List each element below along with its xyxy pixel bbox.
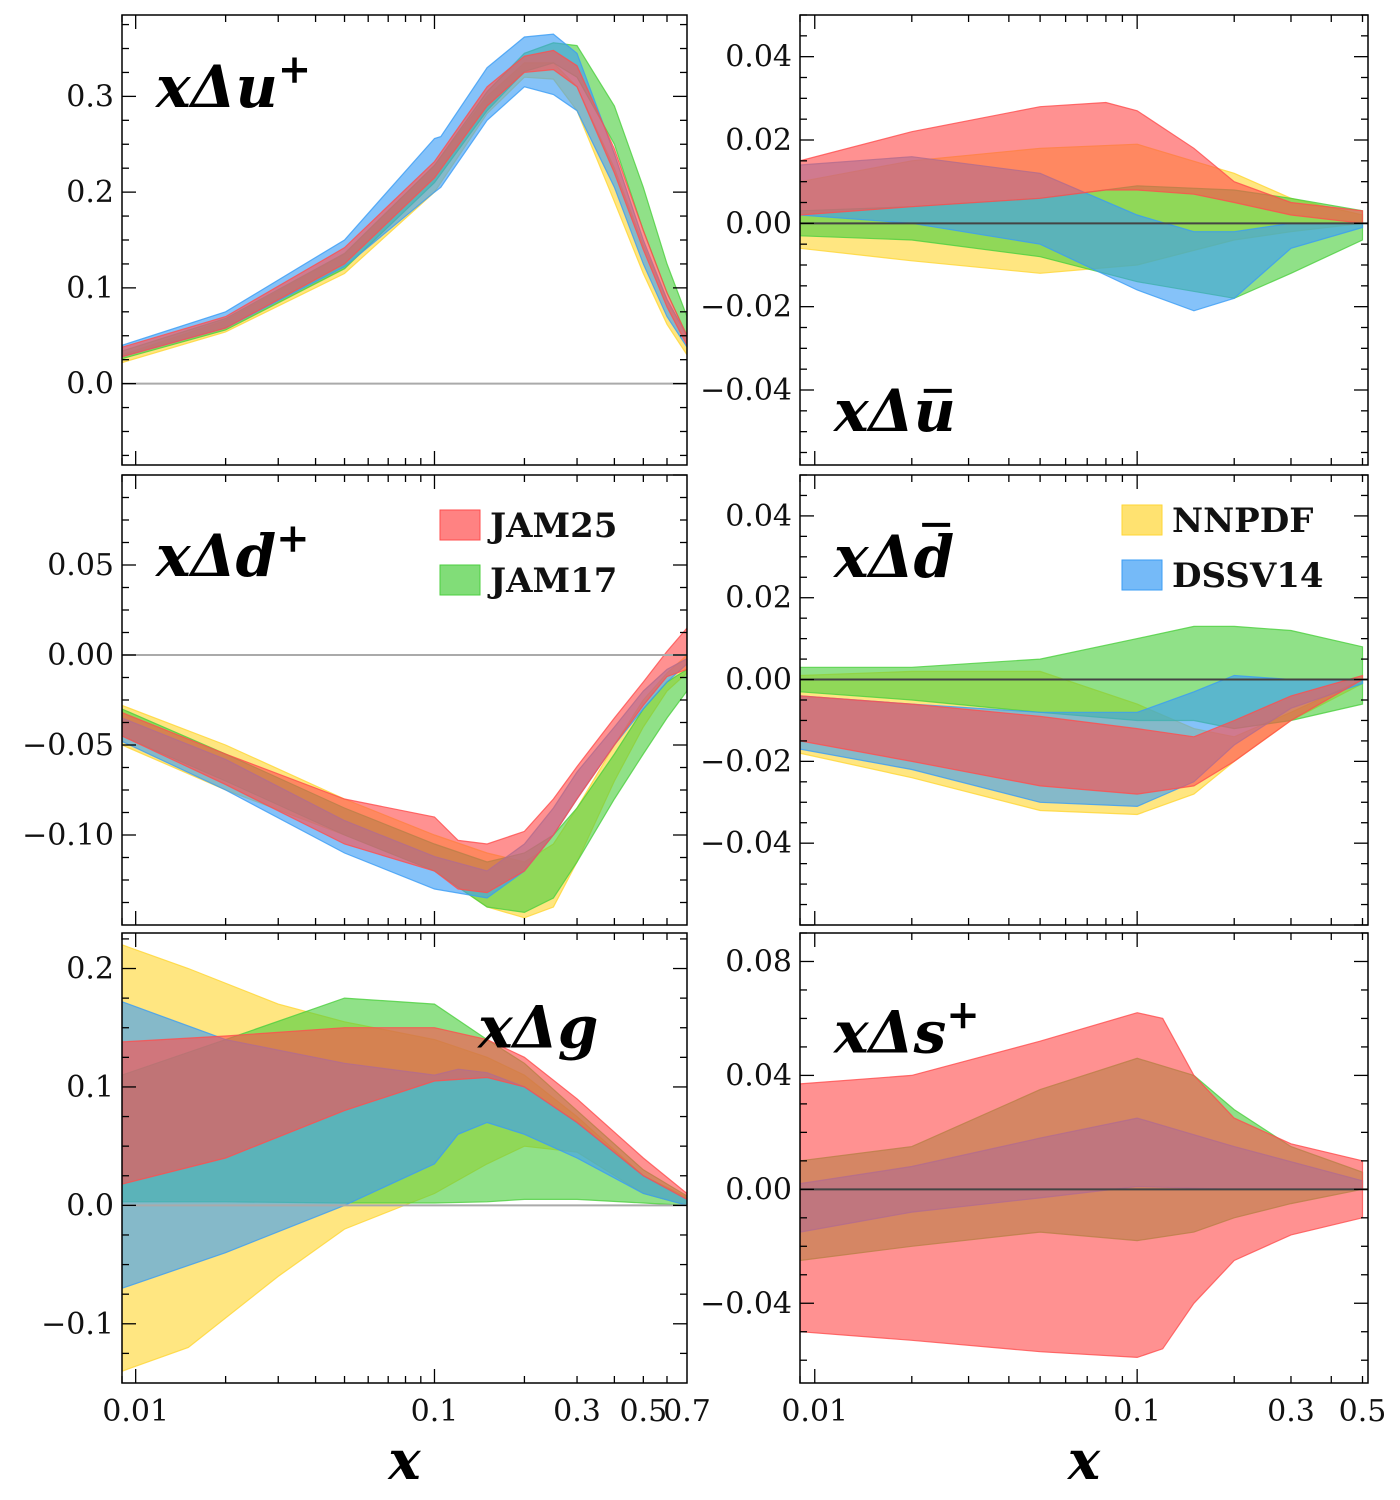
panel-xDs+: −0.04 0.00 0.04 0.08 0.01 0.1 0.3 0.5 x xΔs+	[700, 932, 1387, 1492]
y-tick-label: 0.08	[725, 944, 792, 979]
band-jam25	[122, 627, 687, 894]
band-jam25	[122, 49, 687, 358]
y-tick-label: 0.02	[725, 123, 792, 158]
legend-label-jam17: JAM17	[487, 561, 617, 601]
x-ticks	[121, 933, 668, 1383]
y-tick-label: 0.00	[47, 638, 114, 673]
axes-frame	[121, 932, 688, 1384]
y-tick-label: 0.2	[66, 952, 114, 987]
legend-label-nnpdf: NNPDF	[1172, 501, 1313, 541]
y-tick-label: 0.1	[66, 1070, 114, 1105]
axes-frame	[799, 932, 1369, 1384]
bands	[122, 33, 687, 364]
x-ticks	[121, 475, 668, 925]
legend-swatch-jam17	[439, 564, 481, 596]
y-tick-label: 0.2	[66, 175, 114, 210]
y-tick-label: 0.0	[66, 1188, 114, 1223]
y-ticks	[122, 938, 687, 1355]
y-tick-label: −0.05	[22, 728, 114, 763]
x-tick-label: 0.1	[411, 1394, 459, 1429]
x-tick-label: 0.7	[663, 1394, 711, 1429]
panel-xDdbar: −0.04 −0.02 0.00 0.02 0.04 xΔd	[700, 474, 1369, 926]
y-tick-label: −0.02	[700, 290, 792, 325]
panel-label: xΔg	[476, 994, 598, 1062]
panel-label: xΔu	[832, 377, 956, 445]
panels: 0.0 0.1 0.2 0.3 xΔu+ −0.04 −0.02 0.00 0.02 0.04 xΔ…	[22, 14, 1387, 1492]
y-tick-label: 0.00	[725, 206, 792, 241]
x-ticks	[799, 933, 1364, 1383]
x-axis-title: x	[387, 1428, 421, 1492]
y-tick-label: 0.04	[725, 1058, 792, 1093]
x-ticks	[121, 15, 668, 465]
legend-swatch-dssv14	[1121, 559, 1163, 591]
y-tick-label: −0.04	[700, 373, 792, 408]
y-tick-label: −0.04	[700, 826, 792, 861]
panel-label: xΔu+	[154, 46, 311, 121]
x-tick-label: 0.1	[1113, 1394, 1161, 1429]
y-tick-label: 0.02	[725, 581, 792, 616]
bands	[800, 101, 1364, 312]
x-tick-label: 0.5	[619, 1394, 667, 1429]
legend-label-jam25: JAM25	[487, 506, 617, 546]
y-tick-label: −0.1	[41, 1307, 114, 1342]
panel-label: xΔs+	[832, 992, 980, 1067]
y-tick-label: −0.10	[22, 818, 114, 853]
y-ticks	[122, 474, 687, 904]
axes-frame	[799, 14, 1369, 466]
y-tick-label: −0.02	[700, 744, 792, 779]
bands	[122, 627, 687, 919]
panel-label: xΔd	[832, 523, 954, 591]
legend-xDd+: JAM25 JAM17	[439, 506, 617, 601]
y-tick-label: 0.0	[66, 367, 114, 402]
x-tick-label: 0.3	[553, 1394, 601, 1429]
x-tick-label: 0.01	[102, 1394, 169, 1429]
panel-xDd+: −0.10 −0.05 0.00 0.05 xΔd+	[22, 474, 688, 926]
y-ticks	[800, 14, 1368, 454]
legend-xDdbar: NNPDF DSSV14	[1121, 501, 1324, 596]
y-tick-label: 0.04	[725, 40, 792, 75]
x-axis-title: x	[1067, 1428, 1101, 1492]
legend-label-dssv14: DSSV14	[1172, 556, 1324, 596]
y-tick-label: 0.00	[725, 663, 792, 698]
panel-xDg: −0.1 0.0 0.1 0.2 0.01 0.1 0.3 0.50.7 x xΔg	[41, 932, 711, 1492]
bands	[800, 1012, 1364, 1359]
x-tick-label: 0.01	[781, 1394, 848, 1429]
y-tick-label: 0.3	[66, 79, 114, 114]
y-ticks	[122, 23, 687, 457]
panel-xDu+: 0.0 0.1 0.2 0.3 xΔu+	[66, 14, 688, 466]
bands	[122, 944, 687, 1372]
y-tick-label: −0.04	[700, 1286, 792, 1321]
y-ticks	[800, 932, 1368, 1361]
panel-label: xΔd+	[154, 515, 310, 590]
legend-swatch-jam25	[439, 509, 481, 541]
y-ticks	[800, 474, 1368, 926]
legend-swatch-nnpdf	[1121, 504, 1163, 536]
y-tick-label: 0.04	[725, 499, 792, 534]
bands	[800, 625, 1364, 816]
y-tick-label: 0.1	[66, 271, 114, 306]
band-jam25	[122, 1027, 687, 1201]
x-tick-label: 0.3	[1267, 1394, 1315, 1429]
y-tick-label: 0.05	[47, 548, 114, 583]
y-tick-label: 0.00	[725, 1172, 792, 1207]
x-ticks	[799, 15, 1364, 465]
x-tick-label: 0.5	[1339, 1394, 1387, 1429]
panel-xDubar: −0.04 −0.02 0.00 0.02 0.04 xΔu	[700, 14, 1369, 466]
x-ticks	[799, 475, 1364, 925]
